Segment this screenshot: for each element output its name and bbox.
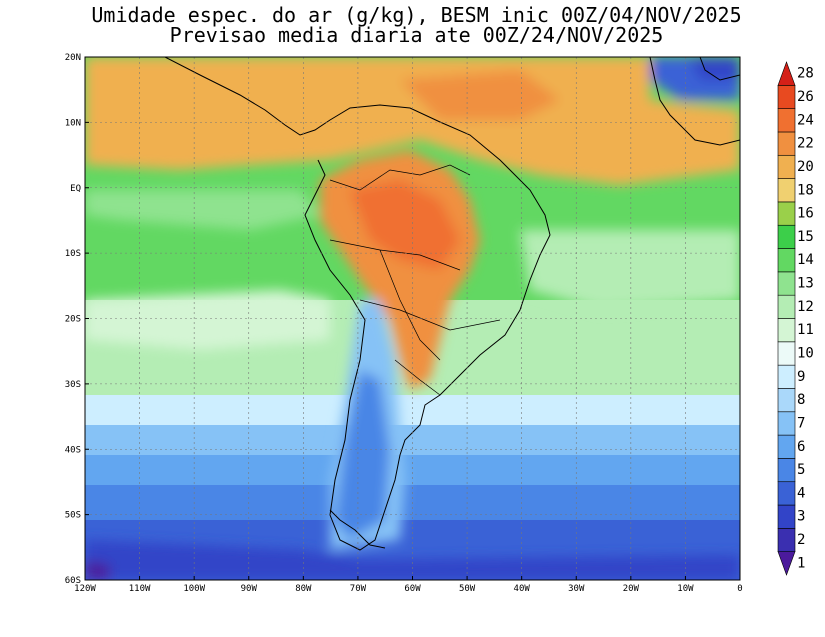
map-subtitle: Previsao media diaria ate 00Z/24/NOV/202… (169, 23, 664, 47)
colorbar-label: 1 (797, 555, 805, 571)
colorbar-label: 7 (797, 415, 805, 431)
humidity-field (85, 57, 740, 580)
country-borders (329, 164, 501, 396)
colorbar-label: 20 (797, 159, 814, 175)
gridlines (85, 57, 740, 580)
colorbar-label: 4 (797, 485, 805, 501)
colorbar-label: 24 (797, 112, 814, 128)
colorbar-label: 6 (797, 439, 805, 455)
lon-label: 80W (295, 584, 312, 594)
lon-label: 100W (183, 584, 205, 594)
lon-label: 90W (241, 584, 258, 594)
lon-label: 10W (677, 584, 694, 594)
colorbar-swatch (777, 504, 796, 529)
colorbar-label: 11 (797, 322, 814, 338)
colorbar-swatch (777, 131, 796, 156)
coastline (164, 57, 740, 551)
colorbar-swatch (777, 201, 796, 226)
lat-label: 10S (65, 249, 81, 259)
lon-label: 120W (74, 584, 96, 594)
colorbar-label: 2 (797, 532, 805, 548)
lat-label: 20S (65, 315, 81, 325)
axis-ticks: 120W 110W 100W 90W 80W 70W 60W 50W 40W 30W 20W 10W 0… (65, 53, 743, 594)
lat-label: 20N (65, 53, 81, 63)
colorbar-label: 15 (797, 229, 814, 245)
colorbar-swatch (777, 108, 796, 133)
colorbar-swatch (777, 154, 796, 179)
colorbar-swatch (777, 248, 796, 273)
colorbar-swatch (777, 528, 796, 552)
lon-label: 70W (350, 584, 367, 594)
colorbar-swatch (777, 434, 796, 459)
colorbar-swatch (777, 224, 796, 249)
lon-label: 60W (404, 584, 421, 594)
colorbar-swatch (777, 178, 796, 203)
colorbar-label: 5 (797, 462, 805, 478)
colorbar-label: 9 (797, 369, 805, 385)
colorbar-swatch (777, 411, 796, 436)
lat-label: 10N (65, 118, 81, 128)
colorbar-label: 26 (797, 89, 814, 105)
colorbar-label: 12 (797, 299, 814, 315)
colorbar-swatch (777, 364, 796, 389)
lon-label: 0 (737, 584, 742, 594)
map-title: Umidade espec. do ar (g/kg), BESM inic 0… (91, 3, 742, 27)
colorbar-swatch (777, 458, 796, 483)
colorbar-swatch (777, 61, 796, 86)
colorbar-label: 18 (797, 182, 814, 198)
colorbar-label: 10 (797, 345, 814, 361)
colorbar-label: 13 (797, 276, 814, 292)
lon-label: 50W (459, 584, 476, 594)
colorbar-swatch (777, 341, 796, 366)
lat-label: 40S (65, 445, 81, 455)
colorbar-label: 8 (797, 392, 805, 408)
colorbar-swatch (777, 318, 796, 343)
colorbar-label: 3 (797, 509, 805, 525)
lat-label: EQ (70, 184, 81, 194)
lat-label: 50S (65, 511, 81, 521)
lon-label: 110W (129, 584, 151, 594)
colorbar-swatch (777, 271, 796, 296)
colorbar-swatch (777, 294, 796, 319)
colorbar-swatch (777, 85, 796, 109)
colorbar-swatch (777, 551, 796, 576)
colorbar-label: 28 (797, 66, 814, 82)
colorbar-label: 22 (797, 136, 814, 152)
lon-label: 30W (568, 584, 585, 594)
colorbar-swatch (777, 388, 796, 413)
lat-label: 60S (65, 576, 81, 586)
lat-label: 30S (65, 380, 81, 390)
colorbar-swatch (777, 481, 796, 506)
lon-label: 40W (514, 584, 531, 594)
lon-label: 20W (623, 584, 640, 594)
colorbar-label: 14 (797, 252, 814, 268)
colorbar-label: 16 (797, 206, 814, 222)
